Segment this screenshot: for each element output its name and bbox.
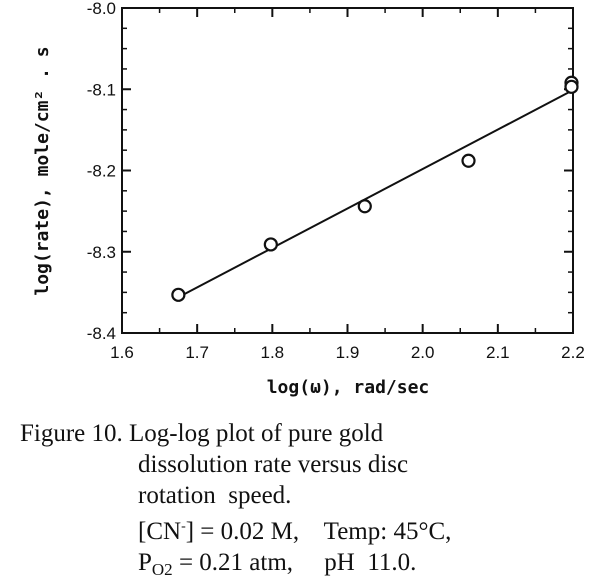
y-tick-label: -8.3 — [87, 243, 116, 262]
cn-label: [CN — [138, 518, 182, 545]
y-tick-label: -8.4 — [87, 324, 116, 343]
data-points — [171, 75, 579, 302]
data-point — [263, 237, 278, 252]
data-point — [461, 153, 476, 168]
po2-conditions: = 0.21 atm, pH 11.0. — [172, 549, 417, 576]
y-axis-title: log(rate), mole/cm² . s — [32, 46, 53, 295]
caption-line-2: dissolution rate versus disc — [138, 451, 409, 478]
x-tick-label: 2.2 — [561, 343, 585, 362]
data-point — [357, 199, 372, 214]
y-tick-label: -8.2 — [87, 162, 116, 181]
x-tick-label: 1.6 — [110, 343, 134, 362]
axis-ticks — [121, 7, 574, 334]
caption-line-1: Figure 10. Log-log plot of pure gold — [20, 420, 384, 447]
fit-line — [177, 89, 572, 299]
y-tick-label: -8.1 — [87, 80, 116, 99]
cn-charge: - — [181, 519, 186, 534]
y-tick-label: -8.0 — [87, 0, 116, 18]
caption-line-3: rotation speed. — [138, 482, 292, 509]
cn-conditions: ] = 0.02 M, Temp: 45°C, — [185, 518, 452, 545]
x-axis-title: log(ω), rad/sec — [267, 377, 430, 398]
x-tick-label: 1.7 — [185, 343, 209, 362]
data-point — [564, 79, 579, 94]
x-tick-label: 1.8 — [261, 343, 285, 362]
caption-line-4: [CN-] = 0.02 M, Temp: 45°C, — [20, 511, 590, 547]
figure-caption: Figure 10. Log-log plot of pure gold dis… — [20, 418, 590, 585]
po2-label: P — [138, 549, 152, 576]
x-tick-label: 1.9 — [336, 343, 360, 362]
log-log-chart: 1.6 1.7 1.8 1.9 2.0 2.1 2.2 -8.0 -8.1 -8.2 -8.3 -8.… — [32, 0, 585, 398]
data-point — [171, 287, 186, 302]
po2-subscript: O2 — [151, 560, 173, 579]
caption-line-5: PO2 = 0.21 atm, pH 11.0. — [20, 547, 590, 585]
x-tick-label: 2.1 — [486, 343, 510, 362]
x-tick-label: 2.0 — [411, 343, 435, 362]
tick-labels: 1.6 1.7 1.8 1.9 2.0 2.1 2.2 -8.0 -8.1 -8.2 -8.3 -8.… — [87, 0, 585, 362]
plot-frame — [121, 7, 574, 334]
